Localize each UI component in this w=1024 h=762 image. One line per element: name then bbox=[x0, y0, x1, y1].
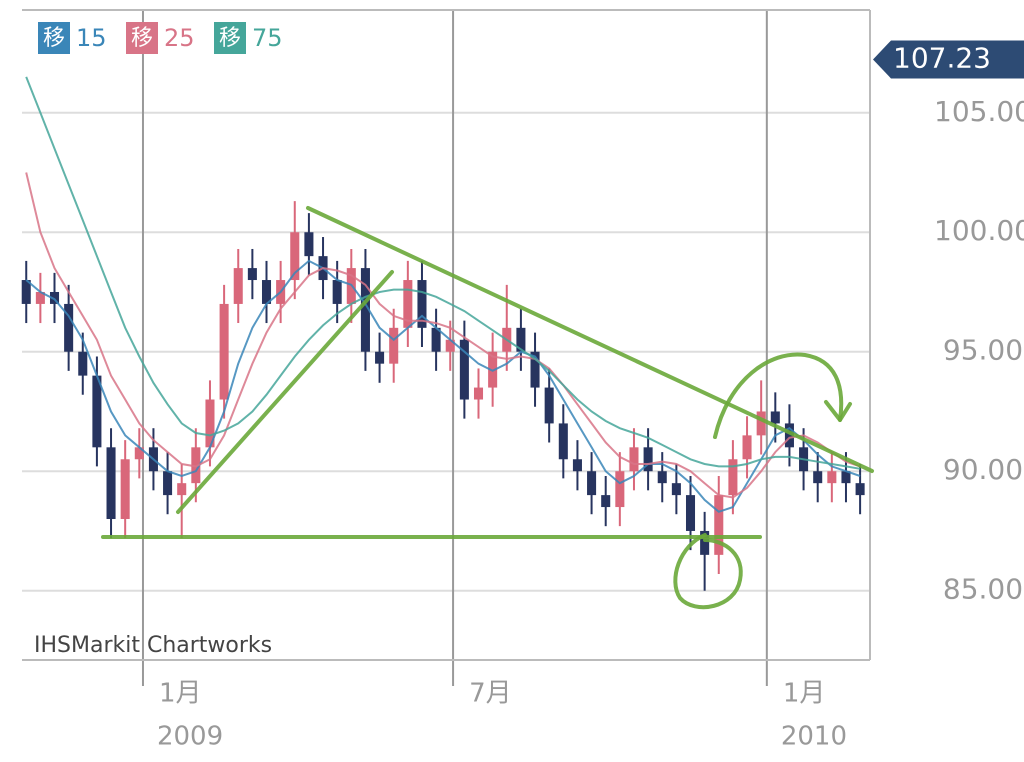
candle-body bbox=[21, 280, 31, 304]
candle-body bbox=[332, 280, 342, 304]
candle-body bbox=[530, 351, 540, 388]
candle-body bbox=[657, 471, 667, 484]
candle-body bbox=[488, 351, 498, 388]
watermark: IHSMarkit Chartworks bbox=[34, 633, 272, 658]
candle-body bbox=[219, 303, 229, 400]
candle-body bbox=[445, 339, 455, 352]
candle-body bbox=[64, 303, 74, 352]
candle-body bbox=[49, 291, 60, 304]
candle-body bbox=[177, 483, 187, 496]
candle-body bbox=[643, 447, 653, 472]
candle-body bbox=[516, 327, 526, 352]
candle-body bbox=[784, 423, 794, 448]
candle-body bbox=[304, 232, 314, 257]
candle-body bbox=[473, 387, 484, 400]
candle-body bbox=[841, 471, 851, 484]
y-axis: 85.00 90.00 95.00 100.00 105.00 1月 7月 1月 2009 201… bbox=[157, 40, 1024, 752]
candle-body bbox=[403, 280, 413, 328]
candle-body bbox=[375, 351, 385, 364]
legend-label: 25 bbox=[164, 24, 195, 52]
legend-label: 75 bbox=[252, 24, 283, 52]
candle-body bbox=[671, 483, 681, 496]
candle-body bbox=[78, 351, 88, 376]
x-tick-label: 1月 bbox=[159, 679, 202, 709]
candle-body bbox=[360, 268, 370, 352]
candle-body bbox=[134, 447, 144, 460]
candle-body bbox=[700, 530, 710, 555]
candle-body bbox=[855, 483, 865, 496]
candle-body bbox=[770, 411, 780, 424]
candle-body bbox=[601, 495, 611, 508]
candle-body bbox=[459, 339, 469, 400]
y-tick-label: 85.00 bbox=[943, 573, 1023, 606]
candle-body bbox=[431, 327, 441, 352]
candle-body bbox=[572, 459, 582, 472]
y-tick-label: 100.00 bbox=[934, 214, 1024, 247]
moving-average-line bbox=[25, 76, 861, 470]
candle-body bbox=[191, 447, 201, 484]
legend: 移 15 移 25 移 75 bbox=[38, 22, 283, 54]
candle-body bbox=[163, 471, 173, 496]
candle-body bbox=[389, 327, 399, 364]
circle-mark bbox=[673, 533, 743, 610]
y-tick-label: 90.00 bbox=[943, 453, 1023, 486]
candle-body bbox=[106, 447, 116, 520]
legend-badge-text: 移 bbox=[43, 26, 65, 51]
price-tag-label: 107.23 bbox=[893, 41, 991, 74]
candle-body bbox=[558, 423, 568, 460]
legend-badge bbox=[126, 22, 158, 54]
legend-badge bbox=[214, 22, 246, 54]
candle-body bbox=[827, 471, 837, 484]
candle-body bbox=[629, 447, 639, 472]
x-year-label: 2010 bbox=[781, 722, 847, 752]
candle-body bbox=[615, 471, 625, 508]
candle-body bbox=[120, 459, 130, 520]
curved-arrow bbox=[713, 352, 844, 439]
moving-average-line bbox=[25, 172, 861, 499]
y-tick-label: 105.00 bbox=[934, 95, 1024, 128]
candle-body bbox=[587, 471, 597, 496]
candle-body bbox=[685, 495, 696, 531]
candle-body bbox=[417, 280, 427, 328]
candle-body bbox=[247, 268, 257, 281]
candle-body bbox=[742, 435, 752, 460]
candle-body bbox=[205, 399, 215, 448]
candle-body bbox=[290, 232, 300, 281]
candle-body bbox=[35, 291, 45, 304]
legend-badge-text: 移 bbox=[131, 26, 153, 51]
annotations bbox=[101, 206, 874, 610]
candle-body bbox=[756, 411, 766, 436]
resistance-line bbox=[306, 206, 874, 473]
candle-body bbox=[92, 375, 102, 448]
x-year-label: 2009 bbox=[157, 722, 223, 752]
y-tick-label: 95.00 bbox=[943, 334, 1023, 367]
arrow-head bbox=[824, 400, 852, 422]
moving-average-line bbox=[25, 259, 861, 513]
legend-label: 15 bbox=[76, 24, 107, 52]
candle-body bbox=[813, 471, 823, 484]
legend-badge bbox=[38, 22, 70, 54]
price-tag bbox=[873, 40, 1024, 79]
x-tick-label: 7月 bbox=[469, 679, 512, 709]
legend-badge-text: 移 bbox=[219, 26, 241, 51]
uptrend-line bbox=[176, 270, 394, 514]
candle-body bbox=[233, 268, 243, 304]
candle-body bbox=[261, 280, 272, 304]
x-tick-label: 1月 bbox=[783, 679, 826, 709]
candle-body bbox=[714, 495, 724, 555]
candle-body bbox=[544, 387, 554, 424]
candle-body bbox=[728, 459, 738, 496]
plot bbox=[21, 76, 865, 591]
